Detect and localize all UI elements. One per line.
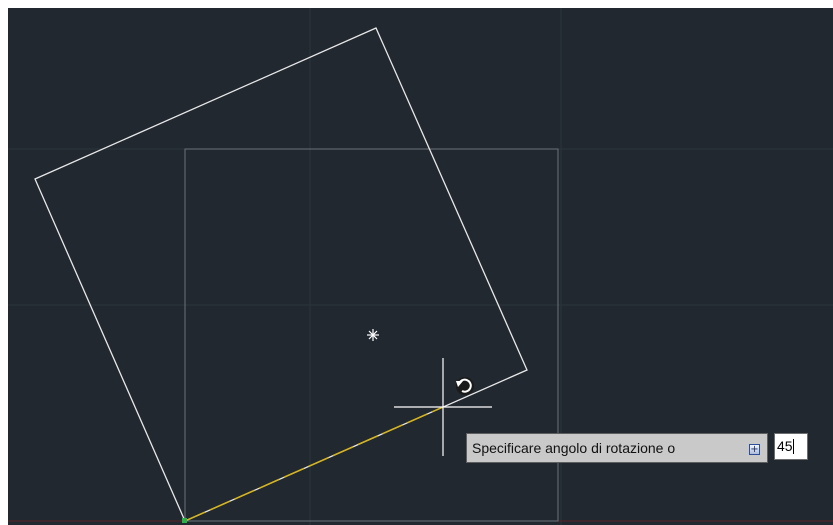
expand-options-icon[interactable]: + (749, 443, 760, 455)
angle-input-field[interactable]: 45 (774, 433, 808, 460)
rotation-rubber-band (184, 406, 444, 522)
crosshair-cursor-icon (394, 358, 492, 456)
rotated-square-preview[interactable] (34, 27, 528, 522)
prompt-label: Specificare angolo di rotazione o (472, 440, 676, 456)
center-marker-icon (367, 329, 379, 341)
angle-input-value: 45 (777, 438, 793, 454)
base-point-marker (182, 518, 187, 523)
drawing-svg (8, 8, 833, 525)
command-prompt-tooltip: Specificare angolo di rotazione o + (466, 433, 768, 463)
text-caret (792, 439, 794, 454)
original-square (184, 148, 559, 522)
rotate-cursor-icon (456, 377, 474, 395)
